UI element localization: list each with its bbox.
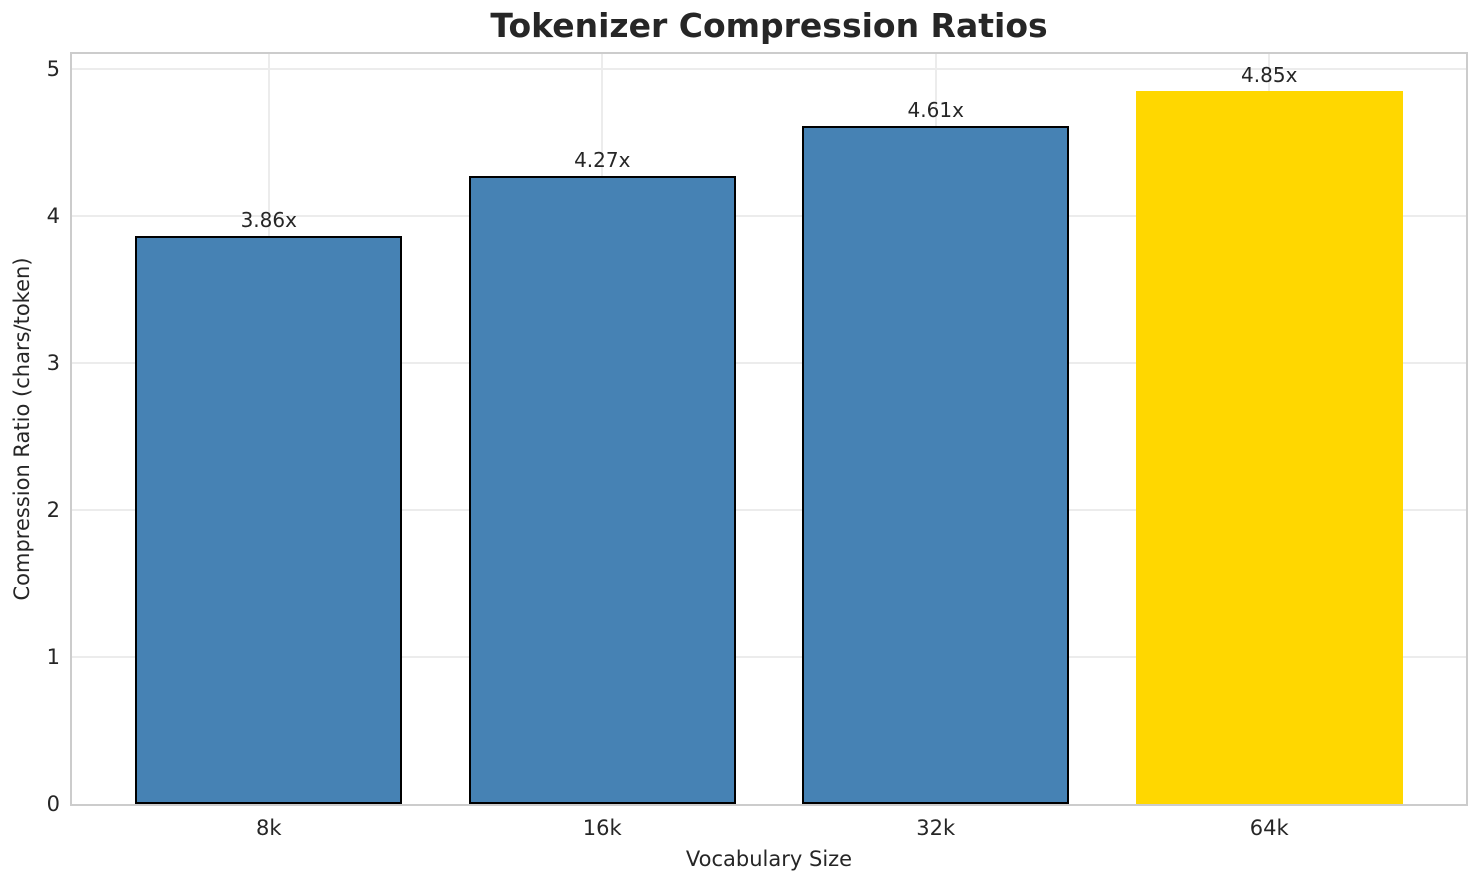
x-tick-label: 16k xyxy=(582,816,622,840)
bar-value-label: 4.27x xyxy=(574,148,631,173)
h-gridline xyxy=(72,508,1466,511)
bar-16k xyxy=(468,176,736,804)
bar-64k xyxy=(1135,90,1403,804)
h-gridline xyxy=(72,67,1466,70)
h-gridline xyxy=(72,214,1466,217)
y-tick-label: 5 xyxy=(46,56,60,81)
y-tick-label: 3 xyxy=(46,350,60,375)
x-axis-label: Vocabulary Size xyxy=(685,847,853,871)
y-tick-label: 0 xyxy=(46,792,60,816)
x-tick-label: 8k xyxy=(255,816,282,840)
bar-32k xyxy=(802,126,1070,804)
y-axis-label: Compression Ratio (chars/token) xyxy=(10,257,34,601)
plot-area: 3.86x 4.27x 4.61x 4.85x xyxy=(70,52,1468,806)
chart-title: Tokenizer Compression Ratios xyxy=(490,6,1048,45)
y-tick-label: 4 xyxy=(46,203,60,228)
bar-value-label: 4.85x xyxy=(1241,62,1298,87)
h-gridline xyxy=(72,361,1466,364)
y-tick-label: 1 xyxy=(46,644,60,669)
bar-value-label: 3.86x xyxy=(240,208,297,233)
y-tick-label: 2 xyxy=(46,497,60,522)
bar-8k xyxy=(135,236,403,804)
h-gridline xyxy=(72,655,1466,658)
bar-value-label: 4.61x xyxy=(907,98,964,123)
x-tick-label: 64k xyxy=(1249,816,1289,840)
x-tick-label: 32k xyxy=(916,816,956,840)
